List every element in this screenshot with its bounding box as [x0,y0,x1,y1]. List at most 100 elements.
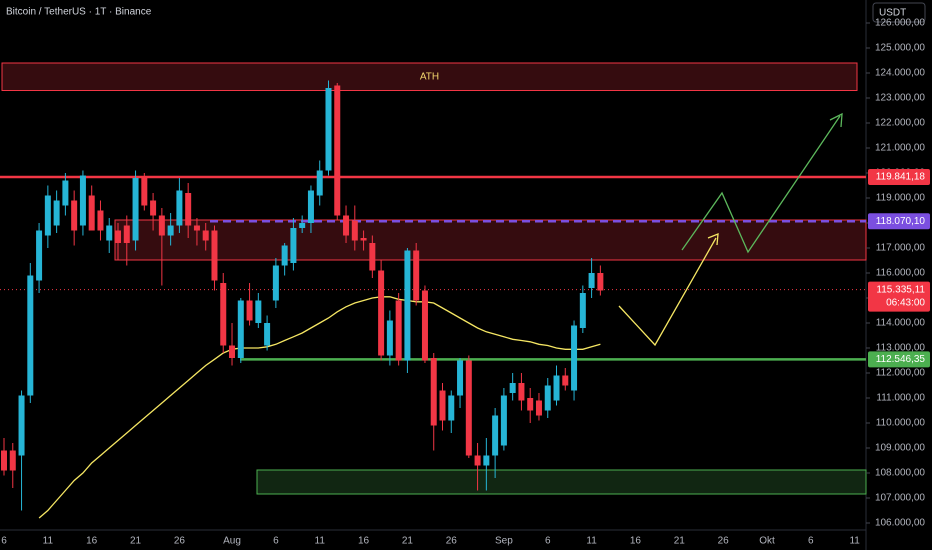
y-tick-label: 121.000,00 [875,143,925,154]
candle-body [62,180,69,206]
candle-body [597,273,604,291]
candle-body [343,215,350,236]
projection-path [681,115,841,254]
level-price-label: 118.070,10 [876,216,926,227]
candle-body [421,290,428,361]
y-tick-label: 107.000,00 [875,493,925,504]
level-price-box [868,351,930,368]
countdown-label: 06:43:00 [886,297,925,308]
x-tick-label: 6 [273,536,279,547]
level-price-label: 112.546,35 [876,354,926,365]
currency-button[interactable] [872,2,926,23]
y-tick-label: 117.000,00 [876,243,926,254]
candle-body [474,455,481,466]
candle-body [141,178,148,206]
x-tick-label: 16 [630,536,642,547]
candle-body [562,375,569,386]
y-tick-label: 113.000,00 [876,343,926,354]
candle-body [483,455,490,466]
candle-body [193,225,200,231]
x-tick-label: 11 [849,536,860,547]
candle-body [360,238,367,241]
candle-body [299,223,306,228]
candle-body [132,178,139,241]
candle-body [44,195,51,236]
x-tick-label: 16 [86,536,98,547]
x-tick-label: 16 [358,536,370,547]
y-tick-label: 124.000,00 [875,68,925,79]
x-tick-label: 6 [545,536,551,547]
candle-body [325,88,332,171]
candle-body [71,200,78,231]
candle-body [53,200,60,226]
candle-body [579,293,586,328]
last-price-box [868,281,930,312]
x-tick-label: 11 [586,536,597,547]
candle-body [448,395,455,421]
y-tick-label: 126.000,00 [875,18,925,29]
candle-body [588,273,595,288]
x-tick-label: 11 [315,536,326,547]
zone-label: ATH [420,71,439,82]
candle-body [36,230,43,281]
x-tick-label: 21 [674,536,686,547]
candle-body [237,300,244,358]
candle-body [272,265,279,301]
y-tick-label: 111.000,00 [876,393,925,404]
candle-body [290,228,297,263]
candle-body [106,225,113,241]
candle-body [246,300,253,321]
candle-body [211,230,218,281]
candle-body [518,383,525,401]
candle-body [386,320,393,356]
x-tick-label: 11 [43,536,54,547]
x-tick-label: 21 [402,536,414,547]
candle-body [88,195,95,231]
candle-body [413,250,420,301]
candle-body [351,220,358,241]
candle-body [439,390,446,421]
candle-body [150,200,157,216]
y-tick-label: 119.000,00 [876,193,926,204]
last-price-label: 115.335,11 [876,284,925,295]
y-tick-label: 123.000,00 [875,93,925,104]
candle-body [185,193,192,226]
candle-body [264,323,271,346]
candle-body [18,395,25,456]
zone [256,469,867,495]
candle-body [79,175,86,226]
y-tick-label: 112.000,00 [876,368,926,379]
level-price-box [868,213,930,230]
candle-body [527,398,534,411]
candle-body [457,360,464,396]
projection [618,112,843,347]
chart-title: Bitcoin / TetherUS · 1T · Binance [6,7,152,18]
candle-body [378,270,385,356]
candle-body [509,383,516,393]
y-tick-label: 122.000,00 [875,118,925,129]
y-tick-label: 125.000,00 [875,43,925,54]
candle-body [1,450,7,471]
candle-body [544,385,551,411]
x-tick-label: 6 [808,536,814,547]
projection-path [618,237,717,347]
candle-body [202,230,209,241]
candle-body [27,275,34,396]
candle-body [307,190,314,223]
x-tick-label: 26 [446,536,458,547]
y-tick-label: 108.000,00 [875,468,925,479]
candle-body [369,243,376,271]
candle-body [535,400,542,416]
level-price-label: 119.841,18 [876,172,926,183]
candle-body [229,345,236,358]
candle-body [430,358,437,426]
x-tick-label: 21 [130,536,142,547]
candle-body [97,210,104,231]
y-tick-label: 106.000,00 [875,518,925,529]
candle-body [123,225,130,243]
moving-average [38,296,601,519]
currency-label[interactable]: USDT [879,8,906,19]
x-tick-label: 6 [1,536,7,547]
candle-body [395,300,402,361]
